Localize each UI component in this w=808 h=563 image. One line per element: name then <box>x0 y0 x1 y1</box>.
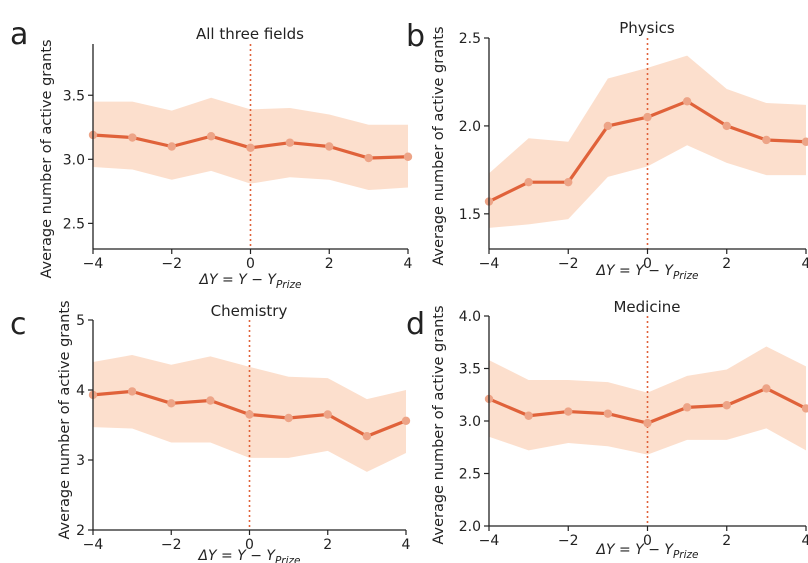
x-tick-label: 2 <box>325 256 334 272</box>
chart-title: All three fields <box>196 25 304 43</box>
data-point <box>524 411 533 420</box>
data-point <box>167 142 176 151</box>
data-point <box>603 409 613 418</box>
data-point <box>245 410 254 419</box>
data-point <box>643 418 652 428</box>
y-axis-label: Average number of active grants <box>39 39 55 278</box>
data-point <box>403 152 413 161</box>
data-point <box>564 407 573 416</box>
x-tick-label: 0 <box>643 256 652 272</box>
data-point <box>682 97 692 106</box>
y-tick-label: 4.0 <box>459 309 481 325</box>
x-tick-label: −4 <box>479 533 500 549</box>
x-axis-label-subscript: Prize <box>673 270 699 282</box>
x-tick-label: −2 <box>558 533 579 549</box>
y-tick-label: 1.5 <box>459 207 481 223</box>
x-tick-label: 0 <box>246 256 255 272</box>
data-point <box>128 133 137 142</box>
data-point <box>722 401 731 410</box>
y-tick-label: 5 <box>76 313 85 329</box>
chart-title: Physics <box>619 19 675 37</box>
y-tick-label: 2.5 <box>63 216 85 232</box>
x-axis-label: ΔY = Y − YPrize <box>595 542 698 561</box>
panel-b: −4 −2 0 2 4 1.5 2.0 2.5 b Physics Average number o… <box>406 19 808 282</box>
y-tick-label: 3.0 <box>63 152 85 168</box>
x-tick-label: 2 <box>323 537 332 553</box>
chart-title: Medicine <box>613 298 680 316</box>
x-tick-label: 0 <box>245 537 254 553</box>
data-point <box>762 135 771 145</box>
x-axis-label-main: ΔY = Y − Y <box>198 272 277 288</box>
x-tick-label: 2 <box>722 533 731 549</box>
data-point <box>246 143 255 152</box>
x-tick-label: 4 <box>402 537 411 553</box>
y-tick-label: 2.0 <box>459 519 481 535</box>
x-tick-label: 0 <box>643 533 652 549</box>
x-tick-label: 4 <box>802 533 808 549</box>
confidence-band <box>489 346 806 455</box>
x-tick-label: −2 <box>161 256 182 272</box>
data-point <box>206 396 215 405</box>
x-tick-label: −4 <box>83 537 104 553</box>
x-tick-label: −4 <box>479 256 500 272</box>
chart-title: Chemistry <box>211 302 288 320</box>
x-axis-label-main: ΔY = Y − Y <box>595 542 674 558</box>
data-point <box>722 121 731 131</box>
x-tick-label: 4 <box>802 256 808 272</box>
x-tick-label: −2 <box>161 537 182 553</box>
data-point <box>167 399 176 408</box>
data-point <box>285 138 295 147</box>
data-point <box>364 153 373 163</box>
y-tick-label: 3.5 <box>63 88 85 104</box>
panel-c: −4 −2 0 2 4 2 3 4 5 c Chemistry Average number of a… <box>10 300 411 563</box>
x-axis-label: ΔY = Y − YPrize <box>595 263 698 282</box>
data-point <box>603 121 613 131</box>
y-tick-label: 3.5 <box>459 362 481 378</box>
data-point <box>284 413 293 423</box>
y-tick-label: 2.5 <box>459 467 481 483</box>
x-axis-label-main: ΔY = Y − Y <box>595 263 674 279</box>
data-point <box>682 403 692 412</box>
x-tick-label: 2 <box>722 256 731 272</box>
confidence-band <box>489 55 806 228</box>
y-tick-label: 3 <box>76 453 85 469</box>
y-tick-label: 2.5 <box>459 31 481 47</box>
data-point <box>801 137 808 146</box>
x-axis-label-main: ΔY = Y − Y <box>197 548 276 563</box>
panel-letter: d <box>406 307 425 342</box>
panel-letter: b <box>406 19 425 54</box>
x-axis-label: ΔY = Y − YPrize <box>198 272 301 291</box>
y-tick-label: 4 <box>76 383 85 399</box>
data-point <box>362 432 372 441</box>
y-tick-label: 2.0 <box>459 119 481 135</box>
data-point <box>127 387 137 396</box>
y-axis-label: Average number of active grants <box>431 26 447 265</box>
x-axis-label-subscript: Prize <box>275 555 301 563</box>
data-point <box>643 112 652 122</box>
data-point <box>325 142 334 151</box>
data-point <box>323 410 332 419</box>
x-axis-label: ΔY = Y − YPrize <box>197 548 300 563</box>
data-point <box>564 177 573 187</box>
data-point <box>206 132 216 141</box>
x-axis-label-subscript: Prize <box>276 279 302 291</box>
x-tick-label: −4 <box>83 256 104 272</box>
panel-letter: a <box>10 17 28 52</box>
panel-letter: c <box>10 307 27 342</box>
y-axis-label: Average number of active grants <box>431 305 447 544</box>
y-axis-label: Average number of active grants <box>57 300 73 539</box>
data-point <box>762 384 771 393</box>
x-tick-label: 4 <box>404 256 413 272</box>
data-point <box>524 177 533 187</box>
panel-a: −4 −2 0 2 4 2.5 3.0 3.5 a All three fields Average… <box>10 17 413 291</box>
panel-d: −4 −2 0 2 4 2.0 2.5 3.0 3.5 4.0 d Medicine Average n… <box>406 298 808 561</box>
data-point <box>401 416 411 425</box>
x-tick-label: −2 <box>558 256 579 272</box>
y-tick-label: 3.0 <box>459 414 481 430</box>
y-tick-label: 2 <box>76 523 85 539</box>
x-axis-label-subscript: Prize <box>673 549 699 561</box>
data-point <box>801 404 808 413</box>
